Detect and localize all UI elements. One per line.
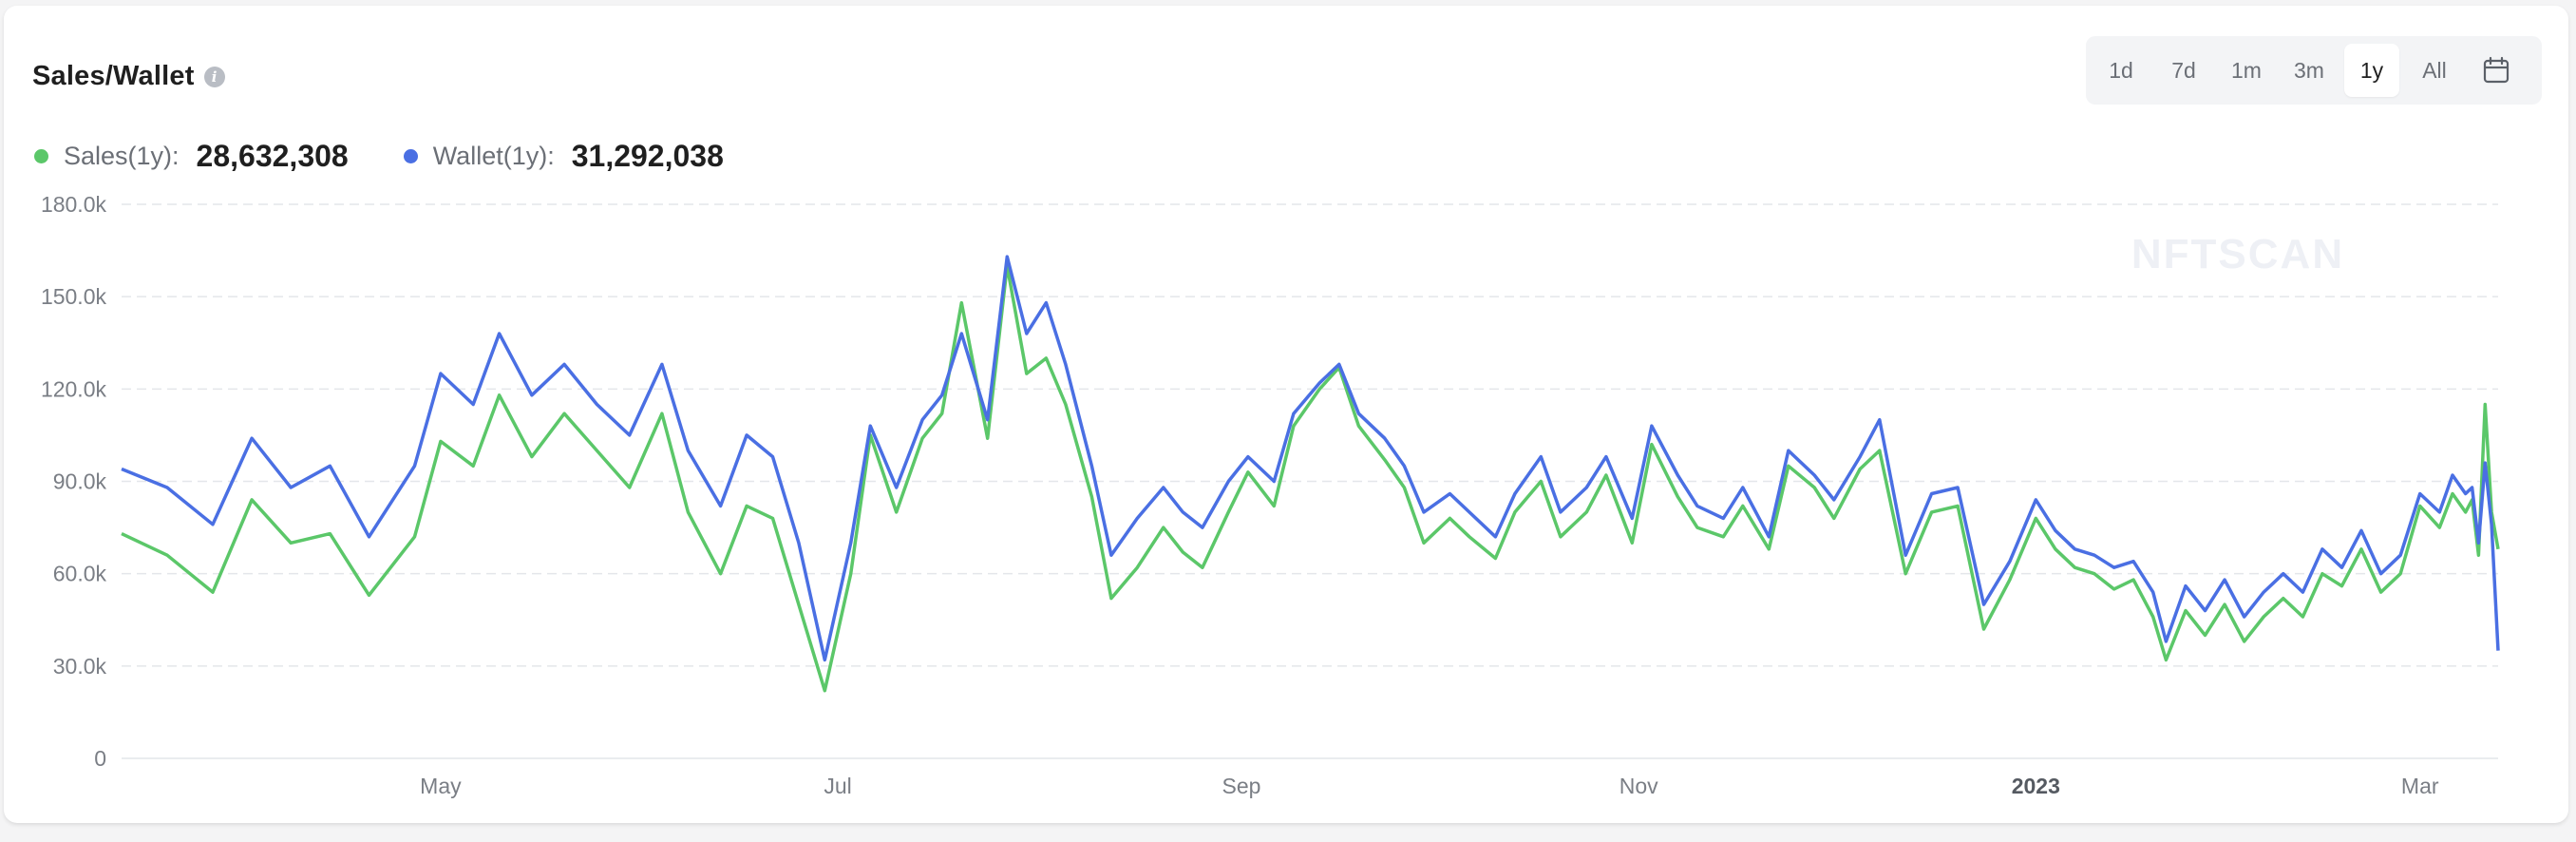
- series-layer: [121, 255, 2500, 693]
- x-tick-label: May: [420, 774, 462, 798]
- calendar-icon[interactable]: [2470, 44, 2523, 97]
- x-tick-label: Sep: [1222, 774, 1261, 798]
- y-tick-label: 150.0k: [41, 284, 107, 309]
- legend-label-sales: Sales(1y):: [64, 142, 180, 170]
- y-tick-label: 180.0k: [41, 192, 107, 217]
- legend: Sales(1y): 28,632,308 Wallet(1y): 31,292…: [34, 139, 779, 174]
- chart-title: Sales/Wallet: [32, 61, 195, 91]
- legend-value-wallet: 31,292,038: [571, 139, 724, 173]
- range-all-button[interactable]: All: [2422, 57, 2447, 83]
- legend-item-wallet[interactable]: Wallet(1y): 31,292,038: [403, 139, 724, 174]
- x-tick-label: Nov: [1619, 774, 1658, 798]
- chart-card: Sales/Wallet i 1d 7d 1m 3m 1y All Sales(…: [4, 6, 2568, 823]
- x-tick-label: 2023: [2012, 774, 2060, 798]
- legend-label-wallet: Wallet(1y):: [432, 142, 555, 170]
- series-line-sales[interactable]: [121, 264, 2500, 693]
- legend-item-sales[interactable]: Sales(1y): 28,632,308: [34, 139, 349, 174]
- y-tick-label: 60.0k: [53, 562, 107, 586]
- y-tick-label: 90.0k: [53, 469, 107, 494]
- legend-dot-sales: [34, 149, 48, 163]
- series-line-wallet[interactable]: [121, 255, 2500, 662]
- legend-value-sales: 28,632,308: [196, 139, 349, 173]
- x-axis: May Jul Sep Nov 2023 Mar: [420, 774, 2439, 798]
- y-tick-label: 0: [94, 746, 106, 771]
- info-icon[interactable]: i: [203, 66, 225, 87]
- y-tick-label: 30.0k: [53, 654, 107, 679]
- x-tick-label: Jul: [824, 774, 851, 798]
- grid-layer: 0 30.0k 60.0k 90.0k 120.0k 150.0k 180.0k: [41, 192, 2498, 771]
- range-1m-button[interactable]: 1m: [2231, 57, 2262, 83]
- legend-dot-wallet: [403, 149, 418, 163]
- range-7d-button[interactable]: 7d: [2171, 57, 2196, 83]
- range-1d-button[interactable]: 1d: [2109, 57, 2133, 83]
- time-range-selector: 1d 7d 1m 3m 1y All: [2086, 36, 2542, 105]
- range-1y-button[interactable]: 1y: [2344, 44, 2399, 97]
- y-tick-label: 120.0k: [41, 376, 107, 401]
- title-row: Sales/Wallet i: [32, 61, 225, 92]
- watermark: NFTSCAN: [2131, 231, 2344, 277]
- x-tick-label: Mar: [2401, 774, 2439, 798]
- range-3m-button[interactable]: 3m: [2294, 57, 2324, 83]
